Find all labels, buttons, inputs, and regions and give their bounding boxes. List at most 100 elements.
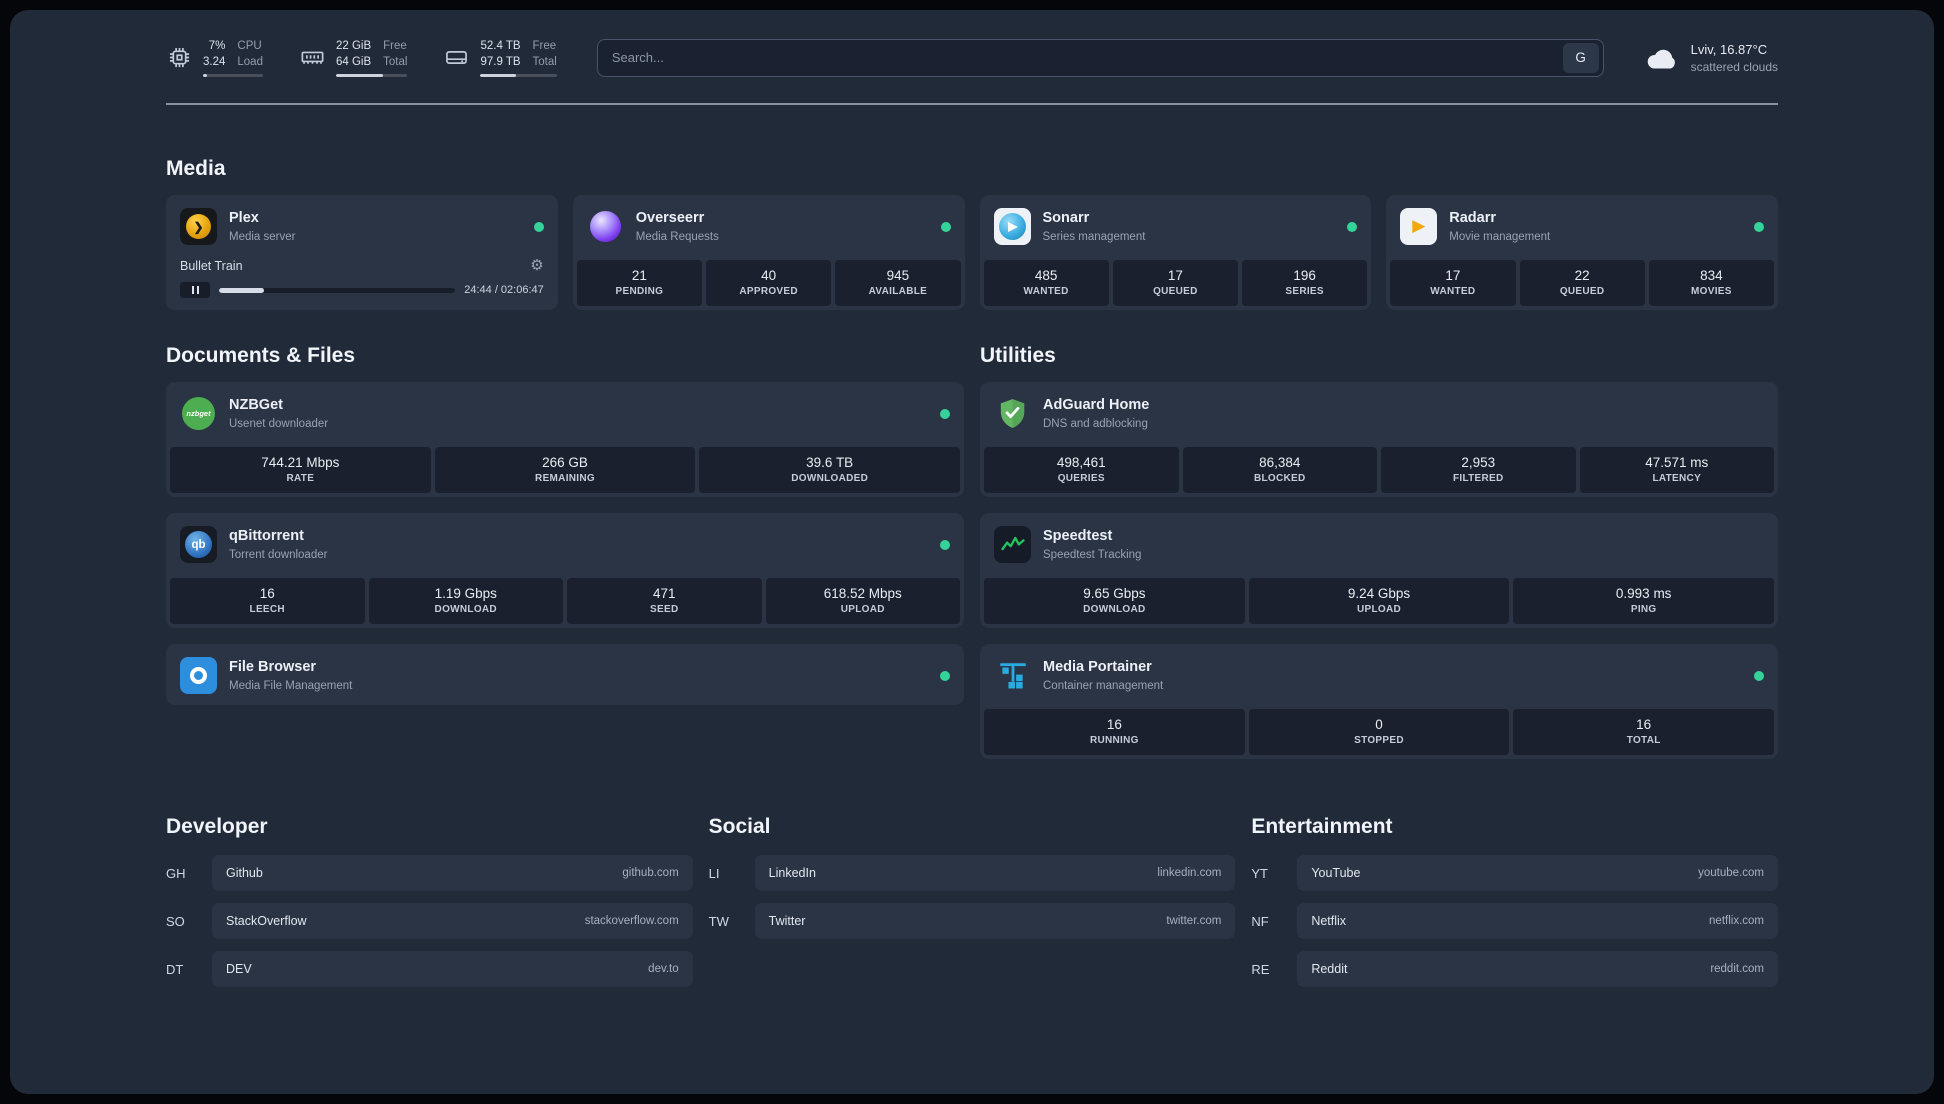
memory-free-label: Free <box>383 40 407 52</box>
bookmark-linkedin[interactable]: LinkedIn linkedin.com <box>754 855 1236 892</box>
stat-label: MOVIES <box>1691 286 1732 298</box>
bookmark-row: SO StackOverflow stackoverflow.com <box>166 903 693 940</box>
stat-label: DOWNLOAD <box>1083 604 1146 616</box>
stat-tile: 744.21 Mbps RATE <box>170 447 431 494</box>
service-card-radarr[interactable]: Radarr Movie management 17 WANTED 22 QUE… <box>1386 195 1778 311</box>
bookmark-twitter[interactable]: Twitter twitter.com <box>754 903 1236 940</box>
stat-label: LATENCY <box>1652 473 1702 485</box>
stat-value: 9.65 Gbps <box>1083 586 1146 602</box>
stat-value: 17 <box>1167 268 1183 284</box>
service-subtitle: Container management <box>1043 679 1164 692</box>
section-media: Media Plex Media server Bullet Tra <box>166 157 1778 311</box>
weather-widget: Lviv, 16.87°C scattered clouds <box>1644 40 1778 76</box>
memory-icon <box>299 44 326 71</box>
stat-label: UPLOAD <box>1356 604 1402 616</box>
bookmark-abbr: LI <box>708 865 720 881</box>
service-card-plex[interactable]: Plex Media server Bullet Train <box>166 195 558 311</box>
bookmark-group-title: Entertainment <box>1251 815 1393 839</box>
search-input[interactable] <box>597 50 1563 66</box>
stat-value: 945 <box>886 268 910 284</box>
service-card-sonarr[interactable]: Sonarr Series management 485 WANTED 17 Q… <box>979 195 1372 311</box>
bookmark-youtube[interactable]: YouTube youtube.com <box>1297 855 1778 892</box>
bookmark-stackoverflow[interactable]: StackOverflow stackoverflow.com <box>212 903 693 940</box>
stat-tile: 196 SERIES <box>1242 260 1368 307</box>
service-name: Plex <box>229 210 259 227</box>
service-card-qbittorrent[interactable]: qb qBittorrent Torrent downloader 16 LEE… <box>166 513 964 629</box>
bookmark-abbr: TW <box>708 913 729 929</box>
bookmark-name: LinkedIn <box>768 866 816 881</box>
service-card-filebrowser[interactable]: File Browser Media File Management <box>166 644 964 706</box>
gear-icon[interactable] <box>530 258 543 273</box>
disk-total-value: 97.9 TB <box>480 56 521 69</box>
service-card-portainer[interactable]: Media Portainer Container management 16 … <box>980 644 1778 760</box>
service-name: Radarr <box>1449 210 1496 227</box>
utilities-section-title: Utilities <box>980 344 1056 368</box>
memory-bar <box>335 74 408 78</box>
stat-value: 498,461 <box>1056 455 1106 471</box>
cloud-icon <box>1644 40 1680 76</box>
service-card-speedtest[interactable]: Speedtest Speedtest Tracking 9.65 Gbps D… <box>980 513 1778 629</box>
service-card-nzbget[interactable]: nzbget NZBGet Usenet downloader 744.21 M… <box>166 382 964 498</box>
bookmark-reddit[interactable]: Reddit reddit.com <box>1297 951 1778 988</box>
stat-tile: 47.571 ms LATENCY <box>1579 447 1774 494</box>
service-name: Overseerr <box>635 210 705 227</box>
bookmark-url: dev.to <box>648 963 679 976</box>
stat-value: 22 <box>1574 268 1590 284</box>
stat-tile: 39.6 TB DOWNLOADED <box>699 447 961 494</box>
status-dot <box>1347 221 1358 232</box>
bookmark-url: twitter.com <box>1166 915 1222 928</box>
bookmark-url: linkedin.com <box>1157 867 1222 880</box>
bookmarks-section: Developer GH Github github.com SO StackO… <box>166 815 1778 1039</box>
stat-value: 21 <box>631 268 647 284</box>
service-subtitle: Usenet downloader <box>229 417 329 430</box>
sonarr-icon <box>993 208 1031 246</box>
bookmark-dev[interactable]: DEV dev.to <box>212 951 693 988</box>
bookmark-group-title: Developer <box>166 815 268 839</box>
filebrowser-icon <box>180 657 217 695</box>
stat-tile: 9.65 Gbps DOWNLOAD <box>984 578 1245 625</box>
bookmark-row: TW Twitter twitter.com <box>708 903 1236 940</box>
bookmark-github[interactable]: Github github.com <box>212 855 693 892</box>
stat-value: 618.52 Mbps <box>823 586 902 602</box>
search-bar: G <box>596 38 1604 77</box>
stat-value: 0 <box>1375 717 1383 733</box>
service-subtitle: Torrent downloader <box>229 548 328 561</box>
search-provider-button[interactable]: G <box>1562 42 1599 73</box>
stat-label: AVAILABLE <box>868 286 928 298</box>
cpu-load-value: 3.24 <box>203 56 226 69</box>
bookmark-group-developer: Developer GH Github github.com SO StackO… <box>166 815 693 999</box>
stat-value: 2,953 <box>1461 455 1496 471</box>
section-documents: Documents & Files nzbget NZBGet Usenet d… <box>166 344 964 706</box>
bookmark-url: netflix.com <box>1709 915 1764 928</box>
memory-widget: 22 GiB Free 64 GiB Total <box>299 38 408 78</box>
memory-total-value: 64 GiB <box>335 56 372 69</box>
bookmark-row: NF Netflix netflix.com <box>1251 903 1778 940</box>
stat-tile: 945 AVAILABLE <box>835 260 961 307</box>
service-name: NZBGet <box>229 397 283 414</box>
documents-section-title: Documents & Files <box>166 344 356 368</box>
bookmark-url: youtube.com <box>1698 867 1764 880</box>
status-dot <box>533 221 544 232</box>
stat-tile: 618.52 Mbps UPLOAD <box>765 578 960 625</box>
stat-value: 16 <box>1106 717 1122 733</box>
stat-value: 1.19 Gbps <box>434 586 497 602</box>
bookmark-row: GH Github github.com <box>166 855 693 892</box>
weather-location: Lviv, 16.87°C <box>1690 41 1768 57</box>
bookmark-netflix[interactable]: Netflix netflix.com <box>1297 903 1778 940</box>
stat-value: 266 GB <box>542 455 588 471</box>
service-subtitle: Media File Management <box>229 679 353 692</box>
service-card-adguard[interactable]: AdGuard Home DNS and adblocking 498,461 … <box>980 382 1778 498</box>
stat-tile: 16 LEECH <box>170 578 365 625</box>
bookmark-name: Netflix <box>1311 914 1347 929</box>
stat-value: 16 <box>259 586 275 602</box>
stat-label: QUEUED <box>1559 286 1605 298</box>
bookmark-abbr: NF <box>1251 913 1269 929</box>
bookmark-group-title: Social <box>708 815 771 839</box>
stat-label: TOTAL <box>1626 735 1661 747</box>
service-subtitle: DNS and adblocking <box>1043 417 1148 430</box>
topbar: 7% CPU 3.24 Load 22 GiB Free 6 <box>10 10 1934 78</box>
pause-button[interactable] <box>180 282 210 299</box>
stat-value: 485 <box>1034 268 1058 284</box>
playback-progress-bar <box>219 287 456 293</box>
service-card-overseerr[interactable]: Overseerr Media Requests 21 PENDING 40 A… <box>572 195 965 311</box>
